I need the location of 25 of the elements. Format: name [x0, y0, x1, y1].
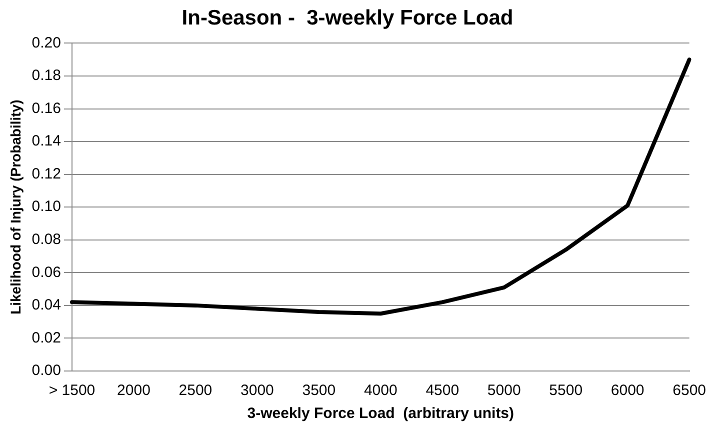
- x-tick-label: 4000: [364, 382, 398, 400]
- x-tick-label: 5000: [487, 382, 521, 400]
- y-tick-label: 0.10: [32, 198, 61, 216]
- x-axis-title: 3-weekly Force Load (arbitrary units): [247, 405, 514, 422]
- y-tick-label: 0.16: [32, 100, 61, 117]
- y-tick-label: 0.06: [32, 264, 61, 281]
- y-axis-title: Likelihood of Injury (Probability): [7, 100, 24, 314]
- chart-title: In-Season - 3-weekly Force Load: [182, 6, 514, 30]
- y-tick-label: 0.20: [32, 34, 61, 52]
- y-tick-label: 0.18: [32, 67, 61, 84]
- x-tick-label: 2000: [117, 382, 150, 400]
- y-tick-label: 0.04: [32, 296, 61, 314]
- y-tick-label: 0.08: [32, 231, 61, 248]
- x-tick-label: 2500: [178, 382, 212, 400]
- x-tick-label: 3000: [240, 382, 274, 400]
- x-tick-label: > 1500: [48, 382, 96, 400]
- y-tick-label: 0.00: [32, 362, 61, 380]
- x-tick-label: 6000: [610, 382, 644, 400]
- y-tick-label: 0.14: [32, 132, 61, 150]
- x-tick-label: 3500: [302, 382, 336, 400]
- x-tick-label: 4500: [426, 382, 460, 400]
- x-tick-label: 6500: [672, 382, 706, 400]
- x-tick-label: 5500: [549, 382, 583, 400]
- y-tick-label: 0.12: [32, 165, 61, 182]
- y-tick-label: 0.02: [32, 329, 61, 346]
